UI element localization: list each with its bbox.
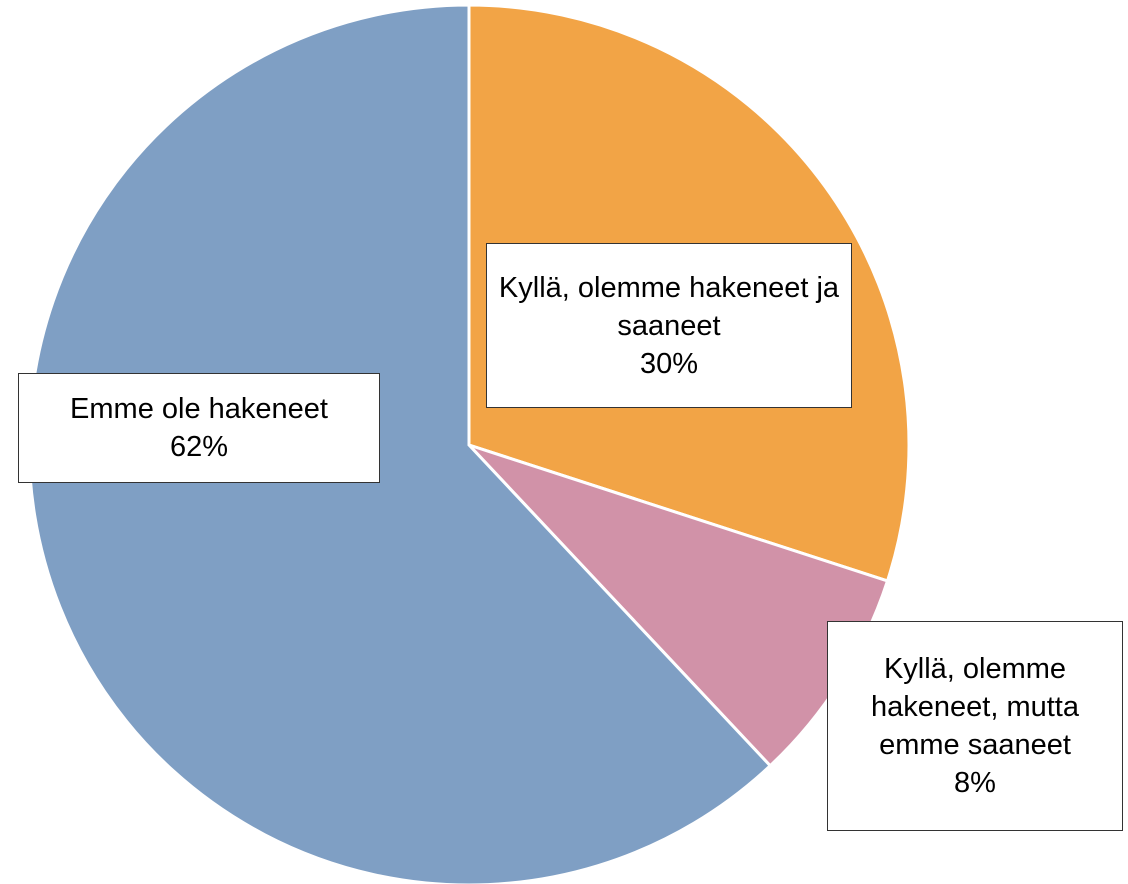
- category-label: Kyllä, olemme hakeneet ja saaneet: [498, 271, 840, 342]
- category-label: Emme ole hakeneet: [70, 393, 328, 425]
- data-label: Kyllä, olemme hakeneet ja saaneet 30%: [486, 243, 852, 408]
- pie-slice: [27, 3, 773, 884]
- data-label: Kyllä, olemme hakeneet, mutta emme saane…: [827, 621, 1123, 831]
- value-label: 30%: [639, 347, 699, 380]
- value-label: 62%: [169, 431, 229, 463]
- value-label: 8%: [954, 767, 996, 799]
- data-label: Emme ole hakeneet 62%: [18, 373, 380, 483]
- category-label: Kyllä, olemme hakeneet, mutta emme saane…: [871, 653, 1079, 761]
